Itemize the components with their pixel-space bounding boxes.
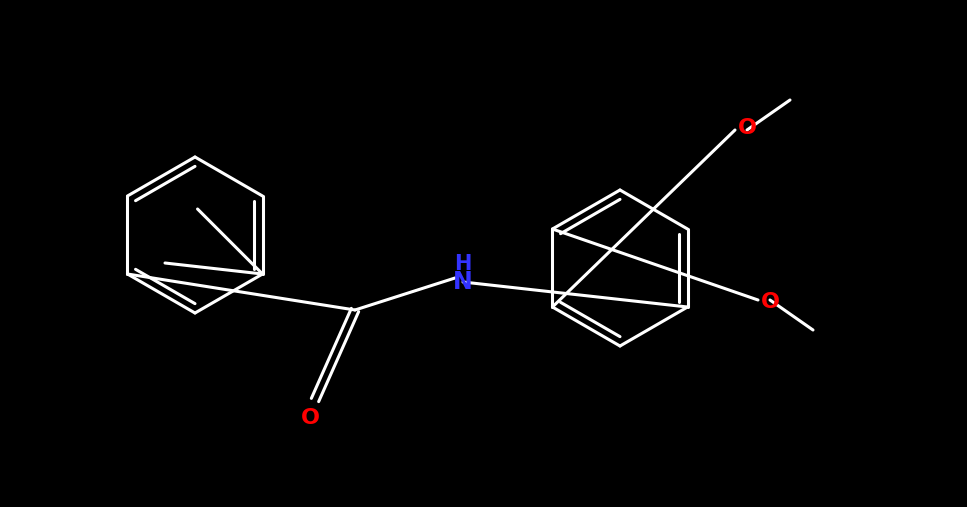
- Text: O: O: [738, 118, 756, 138]
- Text: H: H: [454, 254, 472, 274]
- Text: O: O: [760, 292, 779, 312]
- Text: N: N: [454, 270, 473, 294]
- Text: O: O: [301, 408, 319, 428]
